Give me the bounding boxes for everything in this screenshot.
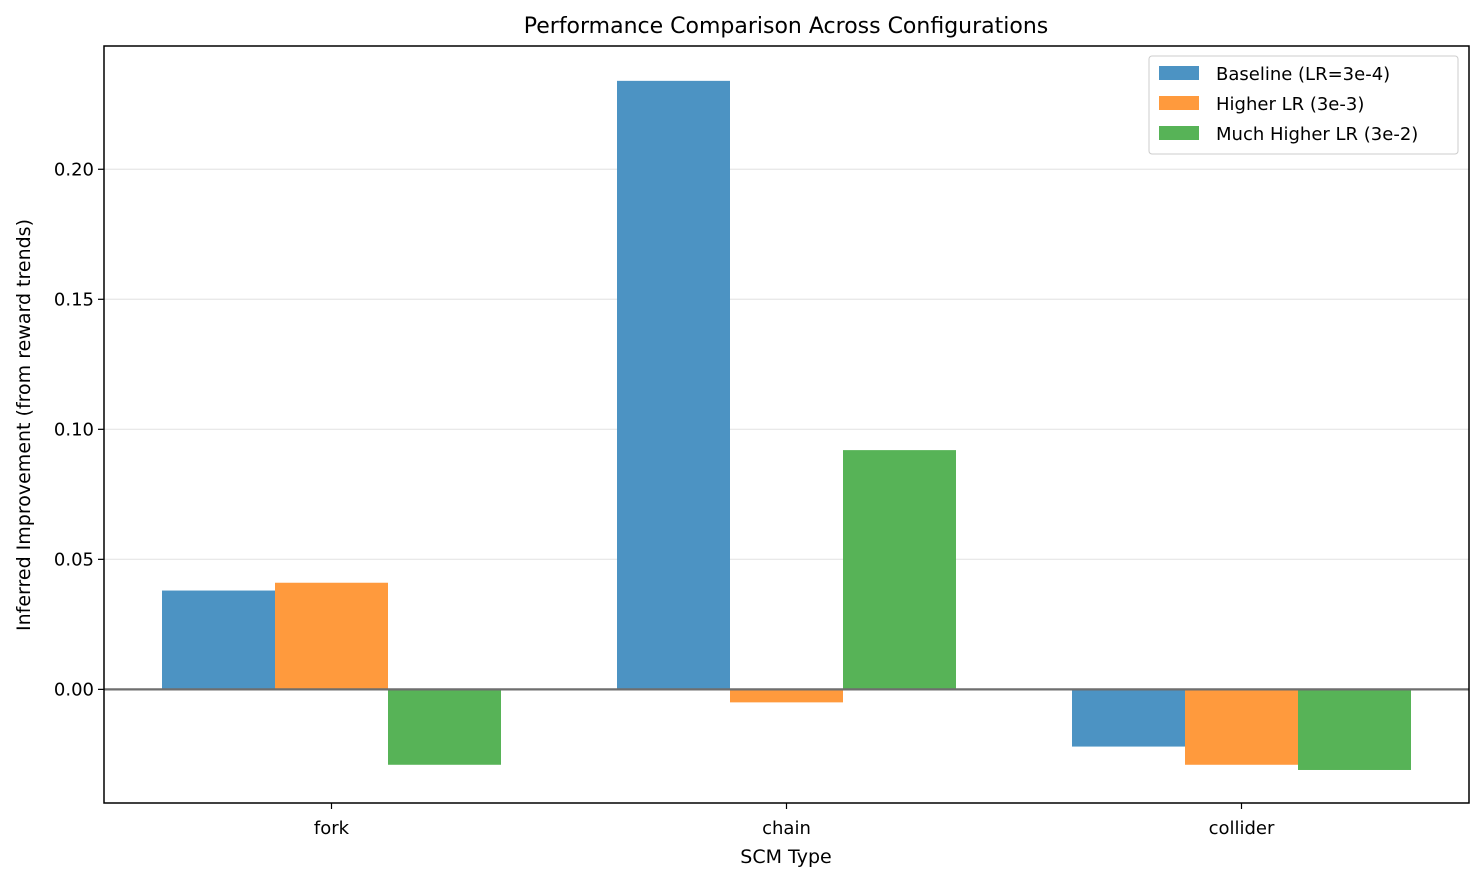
x-axis-label: SCM Type: [740, 846, 831, 868]
y-tick-label: 0.10: [54, 419, 94, 440]
y-tick-label: 0.05: [54, 549, 94, 570]
legend-label-series-1: Baseline (LR=3e-4): [1216, 64, 1390, 85]
x-tick-label-chain: chain: [762, 818, 811, 839]
legend-swatch-series-2: [1159, 96, 1199, 110]
bar-chain-series-1: [617, 80, 730, 690]
bar-fork-series-1: [162, 590, 275, 690]
bar-chain-series-3: [843, 450, 956, 690]
bar-collider-series-1: [1072, 689, 1185, 747]
bars: [162, 80, 1411, 770]
bar-fork-series-2: [275, 582, 388, 690]
bar-chain-series-2: [730, 689, 843, 703]
y-tick-label: 0.15: [54, 289, 94, 310]
bar-collider-series-3: [1298, 689, 1411, 770]
legend-label-series-3: Much Higher LR (3e-2): [1216, 124, 1418, 145]
chart-title: Performance Comparison Across Configurat…: [524, 14, 1048, 39]
y-axis-label: Inferred Improvement (from reward trends…: [13, 219, 35, 631]
x-tick-label-fork: fork: [314, 818, 350, 839]
legend: Baseline (LR=3e-4) Higher LR (3e-3) Much H…: [1148, 55, 1459, 155]
legend-label-series-2: Higher LR (3e-3): [1216, 94, 1364, 115]
legend-frame: [1148, 55, 1459, 155]
x-tick-label-collider: collider: [1209, 818, 1275, 839]
y-axis-ticks: 0.00 0.05 0.10 0.15 0.20: [54, 159, 104, 700]
bar-fork-series-3: [388, 689, 501, 765]
x-axis-ticks: fork chain collider: [314, 803, 1275, 839]
y-tick-label: 0.20: [54, 159, 94, 180]
legend-swatch-series-3: [1159, 126, 1199, 140]
bar-collider-series-2: [1185, 689, 1298, 765]
y-tick-label: 0.00: [54, 679, 94, 700]
legend-swatch-series-1: [1159, 66, 1199, 80]
